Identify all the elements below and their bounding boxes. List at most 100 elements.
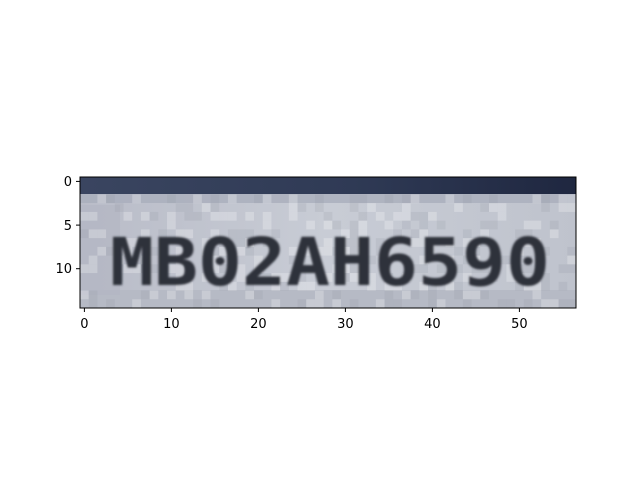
pixel-block (549, 220, 559, 230)
pixel-block (506, 255, 516, 265)
pixel-block (175, 281, 185, 291)
pixel-block (184, 281, 194, 291)
pixel-block (532, 194, 542, 204)
pixel-block (323, 220, 333, 230)
pixel-block (140, 229, 150, 239)
pixel-block (332, 290, 342, 300)
pixel-block (471, 290, 481, 300)
pixel-block (254, 273, 263, 282)
pixel-block (236, 238, 246, 247)
pixel-block (471, 246, 481, 256)
pixel-block (358, 194, 368, 204)
pixel-block (332, 299, 342, 308)
pixel-block (80, 290, 89, 300)
pixel-block (297, 264, 307, 274)
pixel-block (419, 220, 429, 230)
pixel-block (297, 273, 307, 282)
x-tick-label: 0 (80, 317, 88, 332)
axes-frame (79, 176, 577, 309)
pixel-block (314, 299, 324, 308)
pixel-block (227, 281, 237, 291)
pixel-block (462, 290, 472, 300)
y-tick-label: 0 (64, 175, 72, 190)
pixel-block (175, 246, 185, 256)
pixel-block (523, 229, 533, 239)
x-tick-label: 40 (424, 317, 441, 332)
pixel-block (236, 229, 246, 239)
pixel-block (532, 281, 542, 291)
pixel-block (367, 281, 376, 291)
pixel-block (158, 229, 168, 239)
pixel-block (201, 203, 211, 212)
pixel-block (567, 299, 576, 308)
pixel-block (132, 255, 141, 265)
pixel-block (480, 264, 489, 274)
pixel-block (167, 255, 176, 265)
pixel-block (549, 299, 559, 308)
pixel-block (401, 290, 411, 300)
pixel-block (184, 211, 194, 221)
pixel-block (349, 220, 359, 230)
pixel-block (323, 273, 333, 282)
pixel-block (245, 290, 255, 300)
pixel-block (306, 220, 315, 230)
pixel-block (167, 264, 176, 274)
pixel-block (314, 246, 324, 256)
pixel-block (210, 229, 220, 239)
pixel-block (401, 220, 411, 230)
y-tick-label: 5 (64, 219, 72, 234)
pixel-block (262, 238, 272, 247)
pixel-block (167, 220, 176, 230)
pixel-block (193, 299, 202, 308)
pixel-block (419, 281, 429, 291)
pixel-block (358, 229, 368, 239)
pixel-block (497, 299, 507, 308)
pixel-block (558, 264, 568, 274)
pixel-block (436, 299, 446, 308)
pixel-block (288, 194, 298, 204)
pixel-block (288, 203, 298, 212)
pixel-block (410, 194, 420, 204)
pixel-block (515, 264, 524, 274)
pixel-block (306, 281, 315, 291)
pixel-block (358, 246, 368, 256)
pixel-block (462, 273, 472, 282)
pixel-block (88, 211, 98, 221)
pixel-block (349, 246, 359, 256)
pixel-block (167, 211, 176, 221)
pixel-block (384, 194, 394, 204)
pixel-block (184, 229, 194, 239)
pixel-block (271, 299, 281, 308)
pixel-block (323, 246, 333, 256)
pixel-block (97, 246, 107, 256)
pixel-block (236, 246, 246, 256)
pixel-block (288, 255, 298, 265)
pixel-block (219, 238, 228, 247)
pixel-block (271, 273, 281, 282)
pixel-block (471, 255, 481, 265)
pixel-block (149, 264, 159, 274)
pixel-block (428, 211, 437, 221)
pixel-block (393, 211, 402, 221)
pixel-block (558, 194, 568, 204)
pixel-block (262, 273, 272, 282)
pixel-block (288, 246, 298, 256)
pixel-block (349, 264, 359, 274)
pixel-block (471, 264, 481, 274)
pixel-texture (80, 194, 576, 308)
pixel-block (271, 229, 281, 239)
pixel-block (184, 264, 194, 274)
pixel-block (184, 203, 194, 212)
pixel-block (106, 246, 115, 256)
pixel-block (219, 264, 228, 274)
pixel-block (332, 220, 342, 230)
plate-bottom-band (80, 290, 576, 308)
pixel-block (541, 194, 550, 204)
pixel-block (419, 211, 429, 221)
pixel-block (149, 246, 159, 256)
x-tick-label: 20 (250, 317, 267, 332)
x-tick-label: 50 (511, 317, 528, 332)
pixel-block (210, 194, 220, 204)
pixel-block (358, 220, 368, 230)
pixel-block (541, 203, 550, 212)
